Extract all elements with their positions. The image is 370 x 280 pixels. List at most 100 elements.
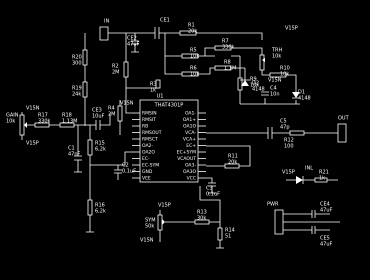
pin-name: GND	[142, 169, 153, 175]
part-ref: C3	[206, 186, 213, 192]
pin-name: VEE	[142, 176, 151, 182]
power-label: V15N	[26, 106, 40, 112]
power-label: V15P	[26, 141, 39, 147]
pin-name: RMSOUT	[142, 130, 162, 136]
part-ref: CE3	[92, 108, 102, 114]
part-value: 10k	[280, 72, 289, 78]
part-ref: R2	[112, 64, 119, 70]
part-ref: R5	[190, 48, 197, 54]
connector-label: OUT	[338, 116, 350, 122]
pin-name: RB	[142, 124, 148, 130]
part-ref: C2	[122, 163, 129, 169]
part-ref: R10	[280, 66, 290, 72]
part-ref: R12	[284, 138, 294, 144]
part-ref: R14	[225, 228, 235, 234]
pin-name: OA2-	[142, 143, 153, 149]
part-ref: R16	[95, 203, 105, 209]
pin-name: OA3O	[183, 169, 196, 175]
pin-name: OA1-	[185, 111, 196, 117]
part-ref: R6	[190, 66, 197, 72]
pin-name: EC+SYM	[177, 150, 196, 156]
part-value: 47uF	[320, 242, 333, 248]
pin-name: RMSIN	[142, 111, 157, 117]
part-ref: CE5	[320, 236, 330, 242]
part-value: 1k	[319, 176, 325, 182]
part-value: 20k	[228, 160, 237, 166]
pin-name: VCA-	[185, 130, 196, 136]
pin-name: EC-SYM	[142, 163, 159, 169]
part-ref: R4	[108, 106, 115, 112]
pin-name: RMSIT	[142, 117, 156, 123]
ic-part: THAT4301P	[154, 103, 184, 109]
connector-pwr	[274, 209, 284, 235]
power-label: V15P	[282, 170, 295, 176]
part-value: 1k	[150, 88, 156, 94]
part-ref: R15	[95, 141, 105, 147]
connector-out	[337, 123, 347, 143]
pin-name: OA2O	[142, 150, 155, 156]
part-ref: R21	[319, 170, 329, 176]
part-value: 6,2k	[95, 147, 106, 153]
part-value: 30k	[197, 216, 206, 222]
part-value: 2M	[108, 112, 116, 118]
pin-name: VCAOUT	[177, 156, 196, 162]
diode-bars	[240, 79, 304, 184]
part-value: 10k	[250, 83, 259, 89]
part-value: 330k	[222, 45, 235, 51]
part-ref: D1	[298, 90, 305, 96]
part-ref: SYM	[145, 218, 156, 224]
part-value: 6,2k	[95, 209, 106, 215]
part-ref: R11	[228, 154, 238, 160]
connector-in	[99, 26, 109, 41]
part-ref: CE1	[160, 18, 170, 24]
part-ref: R17	[38, 113, 48, 119]
part-value: 10k	[190, 54, 199, 60]
part-ref: R9	[250, 77, 257, 83]
power-label: V15N	[120, 101, 134, 107]
part-value: 20k	[188, 29, 197, 35]
pin-name: VCC	[187, 176, 196, 182]
part-value: 47p	[280, 125, 290, 131]
part-ref: R8	[224, 60, 231, 66]
pin-name: OA1O	[183, 124, 196, 130]
connector-label: IN	[104, 19, 109, 25]
part-value: 47nF	[68, 152, 81, 158]
ic-ref: U1	[157, 94, 164, 100]
part-ref: R3	[150, 82, 157, 88]
part-ref: C1	[68, 146, 75, 152]
part-value: 0,1uF	[122, 169, 136, 175]
part-value: 10uF	[92, 114, 105, 120]
part-value: 24k	[72, 92, 81, 98]
pin-name: RMSCT	[142, 137, 158, 143]
part-ref: R1	[188, 23, 195, 29]
part-value: 2M	[112, 70, 120, 76]
part-ref: R19	[72, 86, 82, 92]
pin-name: OA1+	[183, 117, 196, 123]
part-value: 1,1M	[224, 66, 236, 72]
wires	[21, 27, 340, 249]
part-ref: R7	[222, 39, 229, 45]
power-label: V15N	[268, 78, 282, 84]
part-ref: CE4	[320, 202, 330, 208]
part-ref: D2	[252, 81, 259, 87]
connector-label: INL	[305, 166, 313, 172]
part-ref: GAIN	[6, 113, 19, 119]
part-value: 10k	[6, 119, 15, 125]
part-value: 1,13M	[62, 119, 77, 125]
power-label: V15P	[285, 26, 298, 32]
power-label: V15N	[140, 238, 154, 244]
part-value: 10k	[272, 54, 281, 60]
part-ref: C4	[270, 86, 277, 92]
part-value: 100	[284, 144, 294, 150]
pin-name: EC+	[186, 143, 196, 149]
part-value: 10k	[190, 72, 199, 78]
part-value: 47uF	[320, 208, 333, 214]
part-value: 51	[225, 234, 231, 240]
ic-body	[139, 99, 199, 183]
part-ref: C5	[280, 119, 287, 125]
part-value: 4148	[298, 96, 311, 102]
part-value: 50k	[145, 224, 154, 230]
part-ref: CE2	[127, 36, 137, 42]
pin-name: EC-	[142, 156, 150, 162]
